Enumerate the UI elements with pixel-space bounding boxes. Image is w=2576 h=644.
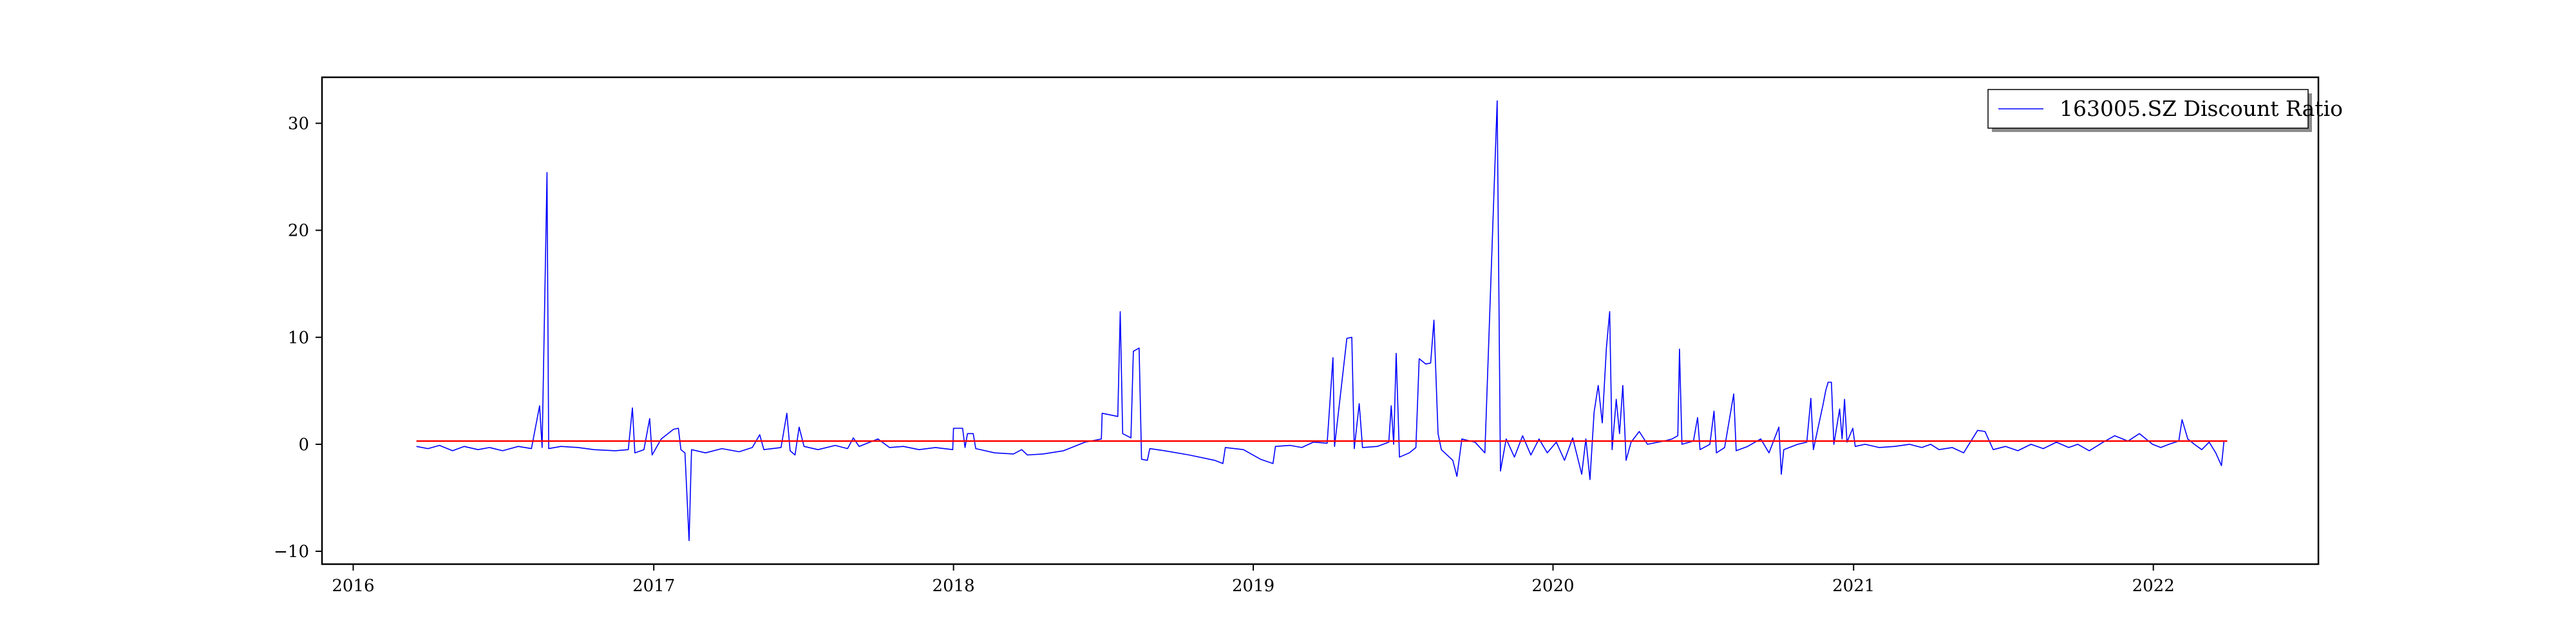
y-axis: −10 0 10 20 30	[274, 114, 322, 562]
y-tick-label: 10	[288, 328, 309, 348]
x-tick-label: 2018	[933, 576, 975, 596]
y-tick-label: −10	[274, 542, 309, 562]
y-tick-label: 30	[288, 114, 309, 133]
x-axis: 2016 2017 2018 2019 2020 2021 2022	[332, 564, 2175, 596]
legend-label: 163005.SZ Discount Ratio	[2060, 96, 2343, 121]
y-tick-label: 20	[288, 222, 309, 241]
x-tick-label: 2020	[1531, 576, 1574, 596]
x-tick-label: 2017	[632, 576, 675, 596]
x-tick-label: 2021	[1832, 576, 1875, 596]
series-line-163005-sz-discount-ratio	[416, 100, 2228, 542]
y-tick-label: 0	[298, 435, 309, 455]
legend: 163005.SZ Discount Ratio	[1987, 89, 2343, 132]
x-tick-label: 2019	[1232, 576, 1274, 596]
plot-area	[416, 100, 2228, 542]
x-tick-label: 2022	[2132, 576, 2175, 596]
plot-frame	[321, 76, 2320, 565]
x-tick-label: 2016	[332, 576, 374, 596]
